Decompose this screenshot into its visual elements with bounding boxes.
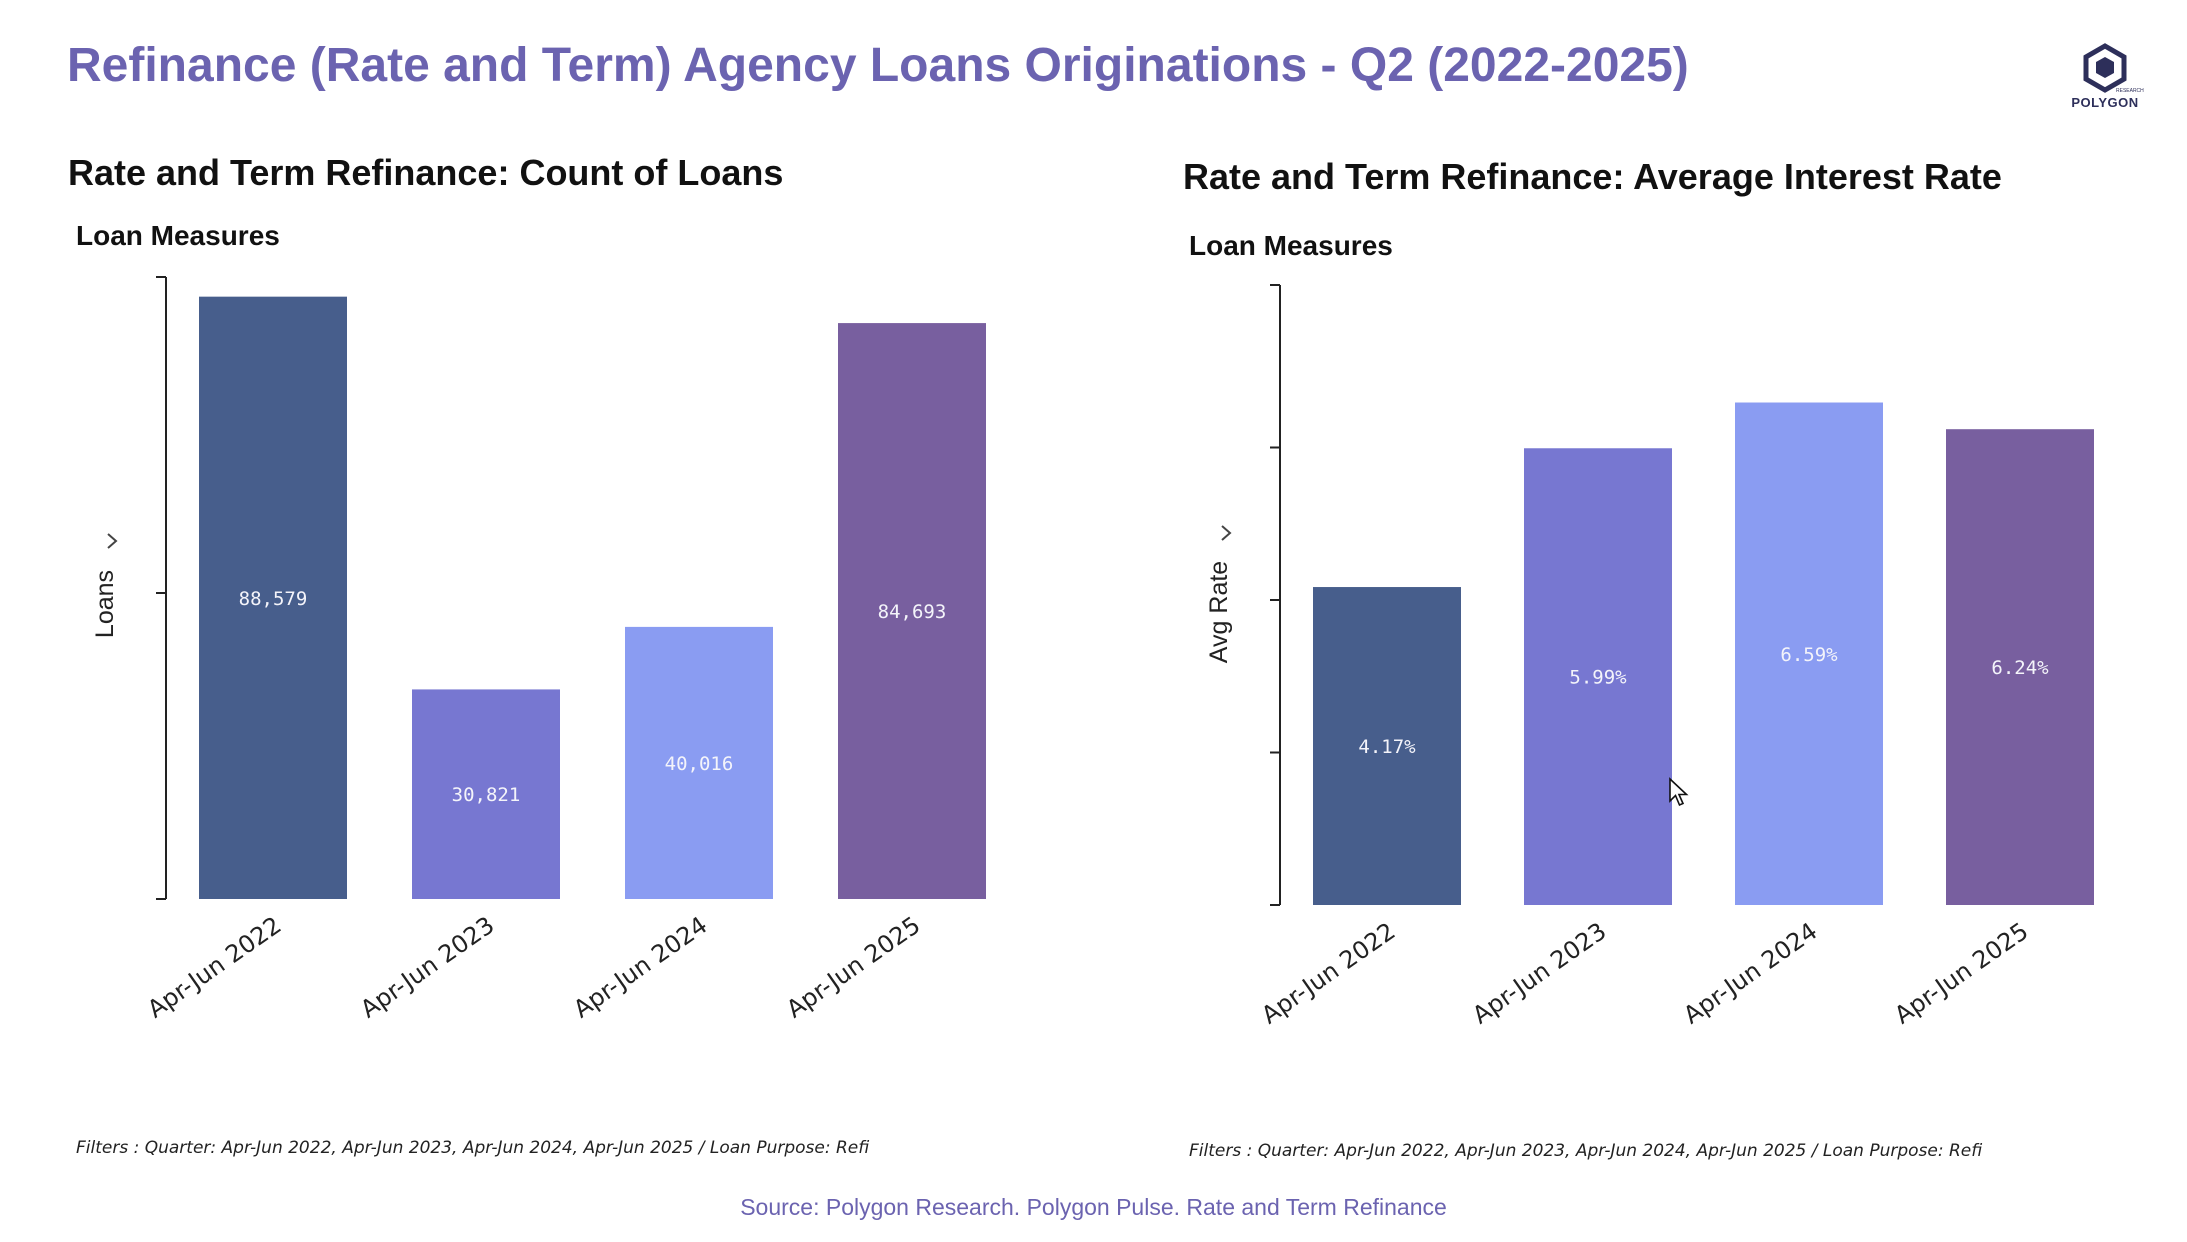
right-loan-measures-label: Loan Measures <box>1189 230 1393 261</box>
bar[interactable] <box>1735 402 1883 905</box>
bar-data-label: 30,821 <box>452 784 521 806</box>
y-axis-title: Loans <box>91 570 119 638</box>
bar-data-label: 84,693 <box>878 601 947 623</box>
chevron-right-icon[interactable] <box>1221 525 1232 541</box>
bar-data-label: 5.99% <box>1569 667 1627 689</box>
x-axis-tick-label: Apr-Jun 2023 <box>355 911 499 1024</box>
x-axis-tick-label: Apr-Jun 2024 <box>1678 917 1822 1030</box>
right-chart-title: Rate and Term Refinance: Average Interes… <box>1183 156 2002 197</box>
x-axis-tick-label: Apr-Jun 2022 <box>142 911 286 1024</box>
x-axis-tick-label: Apr-Jun 2023 <box>1467 917 1611 1030</box>
left-loan-measures-label: Loan Measures <box>76 220 280 251</box>
bar[interactable] <box>838 323 986 899</box>
left-chart-title: Rate and Term Refinance: Count of Loans <box>68 152 784 193</box>
polygon-logo: RESEARCH POLYGON <box>2060 40 2150 115</box>
bar[interactable] <box>1313 587 1461 905</box>
left-bar-chart: Loans 88,579 Apr-Jun 2022 30,821 Apr-Jun 202… <box>91 276 986 1024</box>
x-axis-tick-label: Apr-Jun 2025 <box>781 911 925 1024</box>
bar-data-label: 6.59% <box>1780 644 1838 666</box>
bar-data-label: 88,579 <box>239 588 308 610</box>
x-axis-tick-label: Apr-Jun 2025 <box>1889 917 2033 1030</box>
x-axis-tick-label: Apr-Jun 2022 <box>1256 917 1400 1030</box>
bar-data-label: 4.17% <box>1358 736 1416 758</box>
right-filters-text: Filters : Quarter: Apr-Jun 2022, Apr-Jun… <box>1189 1141 1983 1161</box>
bar-data-label: 6.24% <box>1991 657 2049 679</box>
logo-subtext: RESEARCH <box>2116 88 2144 94</box>
mouse-cursor-icon <box>1669 777 1689 807</box>
bar[interactable] <box>1946 429 2094 905</box>
bar[interactable] <box>199 296 347 899</box>
bar-data-label: 40,016 <box>665 753 734 775</box>
y-axis-title: Avg Rate <box>1205 561 1233 663</box>
bar[interactable] <box>412 689 560 899</box>
x-axis-tick-label: Apr-Jun 2024 <box>568 911 712 1024</box>
logo-text: POLYGON <box>2071 95 2139 110</box>
bar[interactable] <box>1524 448 1672 905</box>
left-filters-text: Filters : Quarter: Apr-Jun 2022, Apr-Jun… <box>76 1138 870 1158</box>
source-text: Source: Polygon Research. Polygon Pulse.… <box>740 1194 1447 1220</box>
hexagon-logo-icon <box>2083 43 2127 93</box>
chevron-right-icon[interactable] <box>107 533 118 549</box>
bar[interactable] <box>625 626 773 899</box>
right-bar-chart: Avg Rate 4.17% Apr-Jun 2022 5.99% Apr-Jun 20… <box>1205 284 2094 1030</box>
page-title: Refinance (Rate and Term) Agency Loans O… <box>67 39 1689 92</box>
